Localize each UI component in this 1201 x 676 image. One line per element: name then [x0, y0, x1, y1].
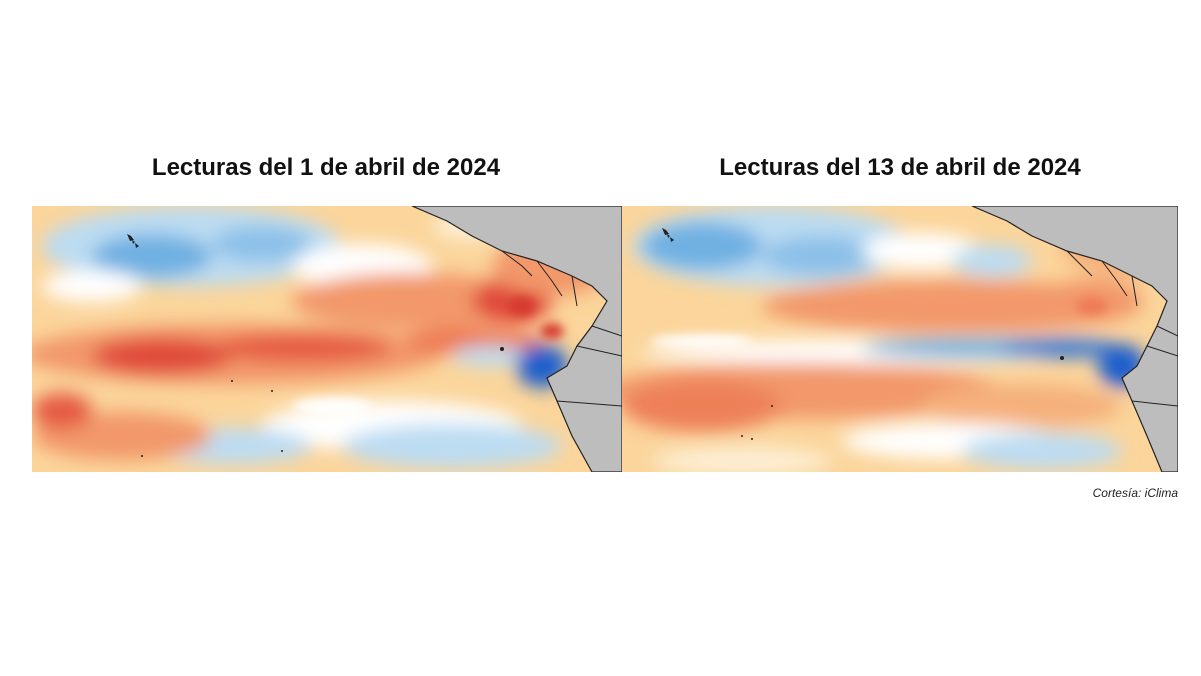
sst-anomaly-map-april-13 [622, 206, 1178, 472]
panel-title-april-13: Lecturas del 13 de abril de 2024 [719, 154, 1081, 181]
sst-anomaly-map-april-1 [32, 206, 622, 472]
islands [662, 228, 674, 242]
image-credit: Cortesía: iClima [1092, 486, 1178, 500]
islands [127, 234, 139, 248]
country-borders [501, 250, 622, 407]
land-americas [411, 206, 622, 472]
country-borders [1066, 250, 1178, 407]
panel-title-april-1: Lecturas del 1 de abril de 2024 [151, 154, 501, 181]
land-americas [971, 206, 1178, 472]
